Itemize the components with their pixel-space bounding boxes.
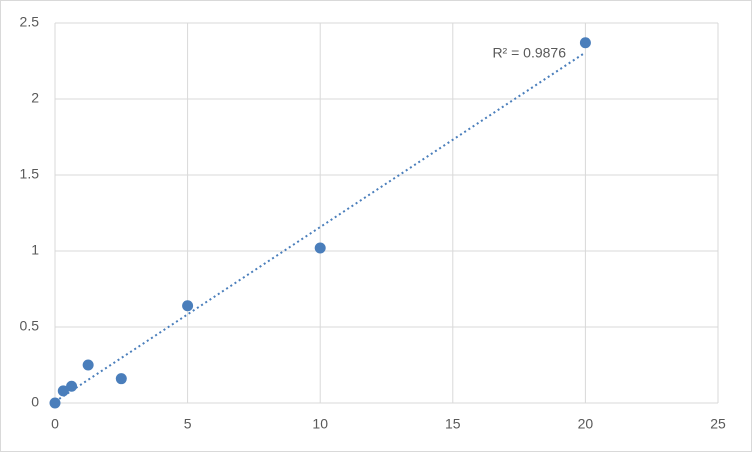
data-point xyxy=(182,300,194,312)
annotation: R² = 0.9876 xyxy=(492,45,566,61)
y-tick-label: 1 xyxy=(31,242,39,258)
data-point xyxy=(115,373,127,385)
data-point xyxy=(57,385,69,397)
data-point xyxy=(82,359,94,371)
data-point xyxy=(66,380,78,392)
y-tick-label: 2.5 xyxy=(20,14,40,30)
y-tick-label: 1.5 xyxy=(20,166,40,182)
x-tick-label: 10 xyxy=(312,416,328,432)
trendline xyxy=(54,51,586,403)
y-tick-label: 2 xyxy=(31,90,39,106)
x-tick-label: 5 xyxy=(184,416,192,432)
x-tick-label: 25 xyxy=(710,416,726,432)
x-tick-label: 0 xyxy=(51,416,59,432)
x-tick-label: 20 xyxy=(578,416,594,432)
data-point xyxy=(49,397,61,409)
x-tick-label: 15 xyxy=(445,416,461,432)
y-tick-label: 0 xyxy=(31,394,39,410)
y-tick-label: 0.5 xyxy=(20,318,40,334)
data-point xyxy=(314,242,326,254)
data-point xyxy=(579,37,591,49)
